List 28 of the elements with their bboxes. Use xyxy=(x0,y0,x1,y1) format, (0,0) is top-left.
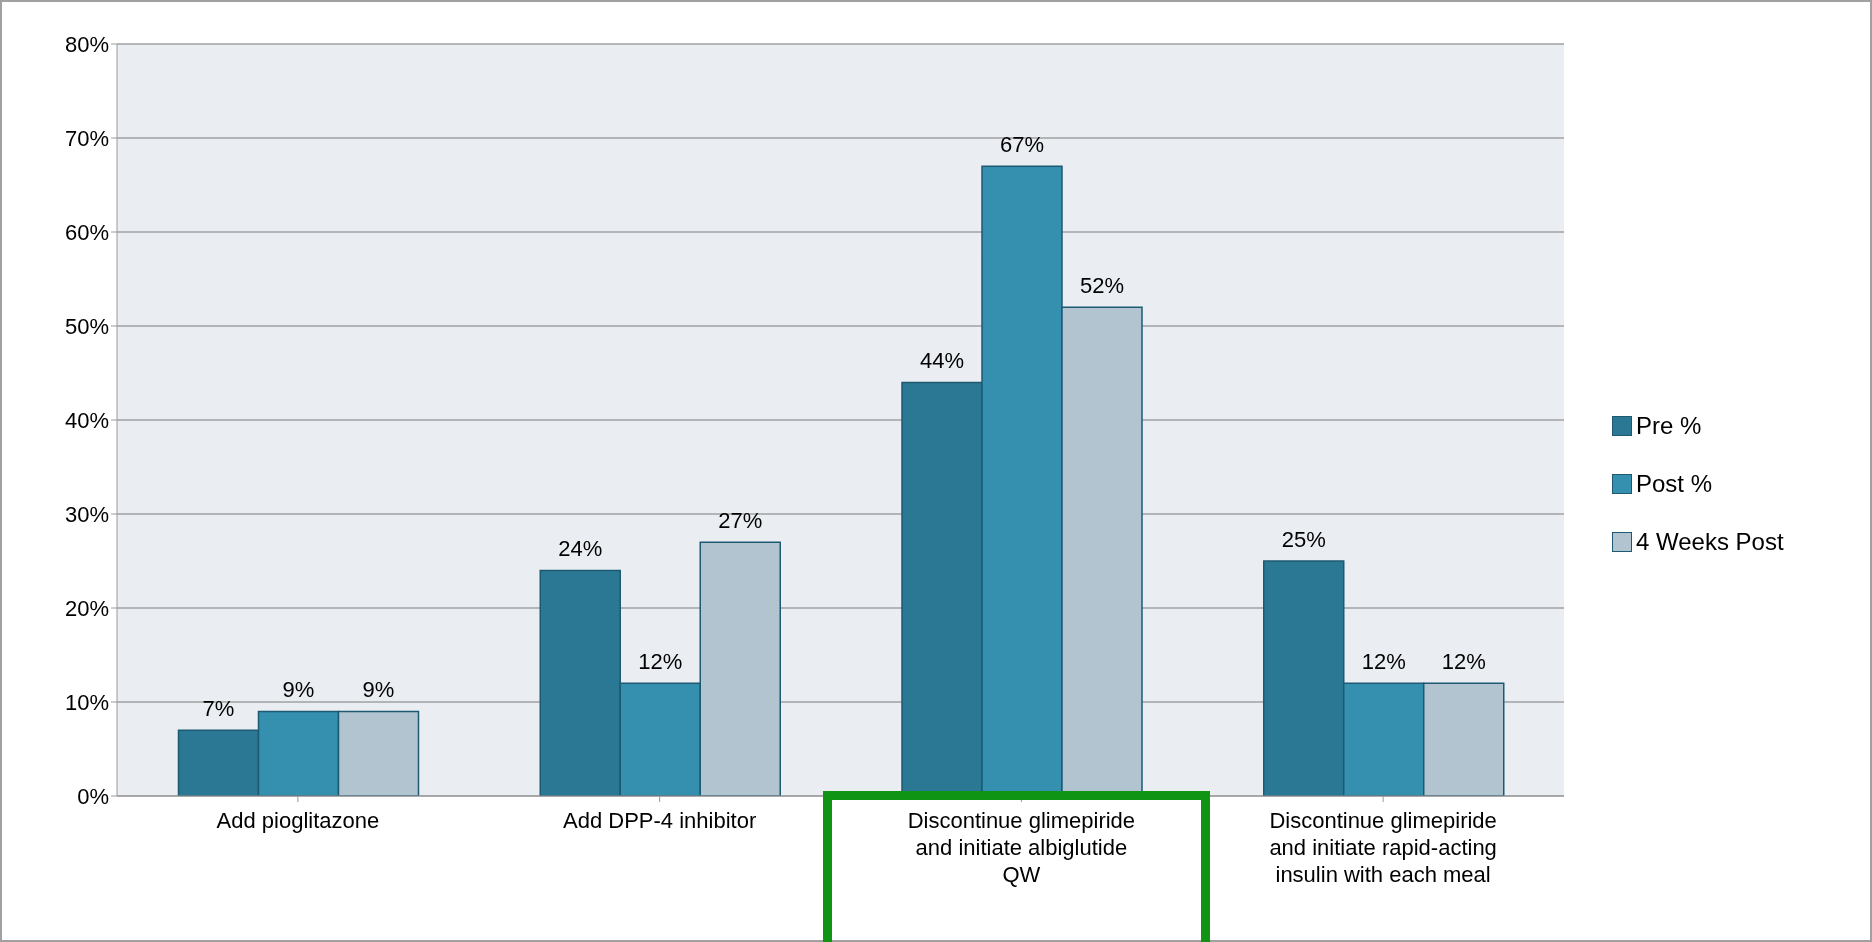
data-label: 44% xyxy=(919,348,965,374)
legend-label: 4 Weeks Post xyxy=(1636,528,1784,556)
x-tick-label: Add DPP-4 inhibitor xyxy=(563,808,757,833)
data-label: 25% xyxy=(1281,527,1326,552)
y-tick-label: 30% xyxy=(64,501,109,527)
data-label: 12% xyxy=(1361,649,1406,675)
legend-label: Pre % xyxy=(1636,412,1702,440)
data-label: 12% xyxy=(1441,649,1486,675)
y-tick-label: 0% xyxy=(77,783,109,809)
y-tick-label: 70% xyxy=(64,125,109,151)
y-tick-label: 10% xyxy=(64,689,109,715)
x-tick-label: Discontinue glimepiride and initiate rapid-acting insulin with each meal xyxy=(1269,808,1497,887)
y-tick-label: 80% xyxy=(64,31,109,57)
data-label: 9% xyxy=(282,677,315,703)
data-label: 9% xyxy=(362,677,395,703)
data-label: 52% xyxy=(1079,273,1125,299)
y-tick-label: 20% xyxy=(64,595,109,621)
data-label: 27% xyxy=(718,508,763,534)
data-label: 7% xyxy=(202,696,235,722)
data-label: 67% xyxy=(999,132,1045,158)
x-tick-label: Add pioglitazone xyxy=(216,808,380,833)
y-tick-label: 50% xyxy=(64,313,109,339)
y-tick-label: 40% xyxy=(64,407,109,433)
data-label: 24% xyxy=(558,536,603,562)
data-label: 12% xyxy=(638,649,683,675)
x-tick-label: Discontinue glimepiride and initiate albiglutide QW xyxy=(907,808,1136,887)
legend-label: Post % xyxy=(1636,470,1713,498)
y-tick-label: 60% xyxy=(64,219,109,245)
